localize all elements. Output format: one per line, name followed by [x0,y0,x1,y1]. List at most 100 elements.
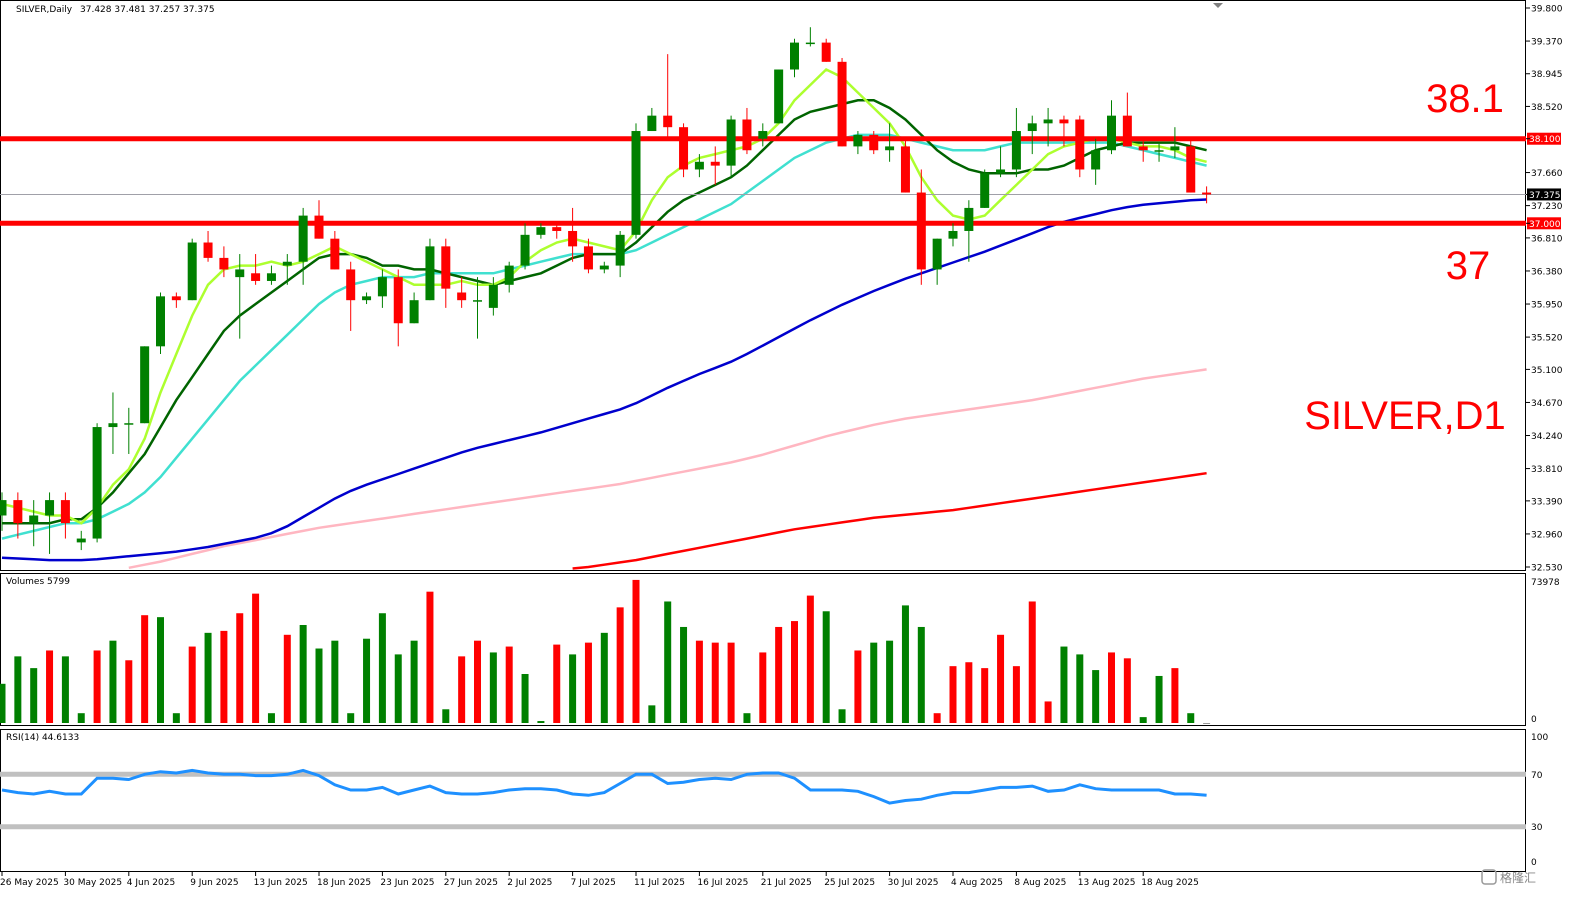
ma-blue-line [1,198,1207,562]
candle[interactable] [1186,138,1196,193]
candle[interactable] [964,200,974,262]
instrument-annotation: SILVER,D1 [1304,394,1506,438]
candle[interactable] [171,292,181,308]
candle[interactable] [330,230,340,270]
candle[interactable] [615,230,625,278]
candle[interactable] [948,223,958,247]
candle[interactable] [742,107,752,155]
volume-bar [141,615,149,723]
candle[interactable] [393,269,403,347]
candle[interactable] [679,123,689,178]
volume-bar [410,640,418,723]
candle[interactable] [552,223,562,239]
candle[interactable] [235,254,245,339]
candle[interactable] [996,146,1006,178]
candle[interactable] [362,292,372,305]
candle[interactable] [774,69,784,124]
candle[interactable] [916,169,926,285]
candle[interactable] [869,131,879,155]
candle[interactable] [425,238,435,301]
volume-bar [125,660,133,723]
candle[interactable] [758,123,768,147]
candle[interactable] [314,200,324,239]
candle[interactable] [124,407,134,454]
candle[interactable] [108,392,118,454]
candle[interactable] [29,500,39,547]
candle[interactable] [92,423,102,543]
candle[interactable] [647,107,657,132]
candle[interactable] [631,123,641,239]
candle[interactable] [1091,138,1101,185]
candle[interactable] [1170,127,1180,158]
volume-bar [822,611,830,723]
candle[interactable] [583,238,593,274]
candle[interactable] [1027,115,1037,155]
candle[interactable] [710,146,720,185]
candle[interactable] [488,277,498,316]
volume-tick-label: 73978 [1531,578,1560,588]
candle[interactable] [76,530,86,551]
candle[interactable] [203,230,213,262]
volume-bar [632,579,640,723]
candle[interactable] [156,292,165,355]
candle[interactable] [885,123,895,162]
date-tick-label: 30 May 2025 [63,878,122,888]
candle[interactable] [441,238,451,308]
candle[interactable] [60,492,70,539]
candle[interactable] [520,223,530,270]
candle[interactable] [805,27,815,47]
ma-fast-line [1,67,1207,525]
candle[interactable] [0,492,7,531]
candle[interactable] [932,238,942,285]
candle[interactable] [1138,138,1148,162]
volume-bar [489,652,497,723]
candle[interactable] [536,223,546,239]
price-panel[interactable] [0,0,1526,571]
candle[interactable] [821,38,831,62]
candle[interactable] [980,169,990,208]
candle[interactable] [473,277,482,339]
candle[interactable] [1059,115,1069,147]
candle[interactable] [568,207,578,262]
candle[interactable] [504,261,514,293]
candle[interactable] [853,131,863,155]
candle[interactable] [694,154,704,178]
ma-pink-line [128,368,1207,570]
chart-shift-marker-icon[interactable] [1213,3,1223,8]
rsi-panel[interactable] [0,729,1526,872]
candle[interactable] [790,38,799,78]
candle[interactable] [1075,115,1085,178]
candle[interactable] [900,138,910,193]
candle[interactable] [663,54,673,139]
volume-bar [331,640,339,723]
candle[interactable] [1107,100,1116,155]
candle[interactable] [346,261,356,331]
candle[interactable] [251,254,261,285]
candle[interactable] [1122,92,1132,147]
candle[interactable] [140,346,150,424]
candle[interactable] [282,254,292,285]
candle[interactable] [187,238,197,301]
candle[interactable] [1154,142,1164,162]
candle[interactable] [1043,107,1053,147]
candle[interactable] [726,115,736,178]
candle[interactable] [298,207,308,285]
date-tick-label: 16 Jul 2025 [697,878,748,888]
candle[interactable] [1011,107,1021,178]
volume-panel[interactable] [0,573,1526,726]
volume-bar [1139,717,1147,723]
candle[interactable] [219,246,229,278]
volume-bar [93,650,101,723]
candle[interactable] [599,261,609,274]
candle[interactable] [837,57,847,147]
rsi-header: RSI(14) 44.6133 [6,733,79,743]
candle[interactable] [45,492,55,554]
candle[interactable] [377,269,387,308]
price-tick-label: 38.520 [1531,103,1563,113]
candle[interactable] [409,292,419,324]
candle[interactable] [1202,186,1212,204]
candle[interactable] [457,277,467,308]
candle[interactable] [266,265,276,285]
candle[interactable] [13,492,23,539]
